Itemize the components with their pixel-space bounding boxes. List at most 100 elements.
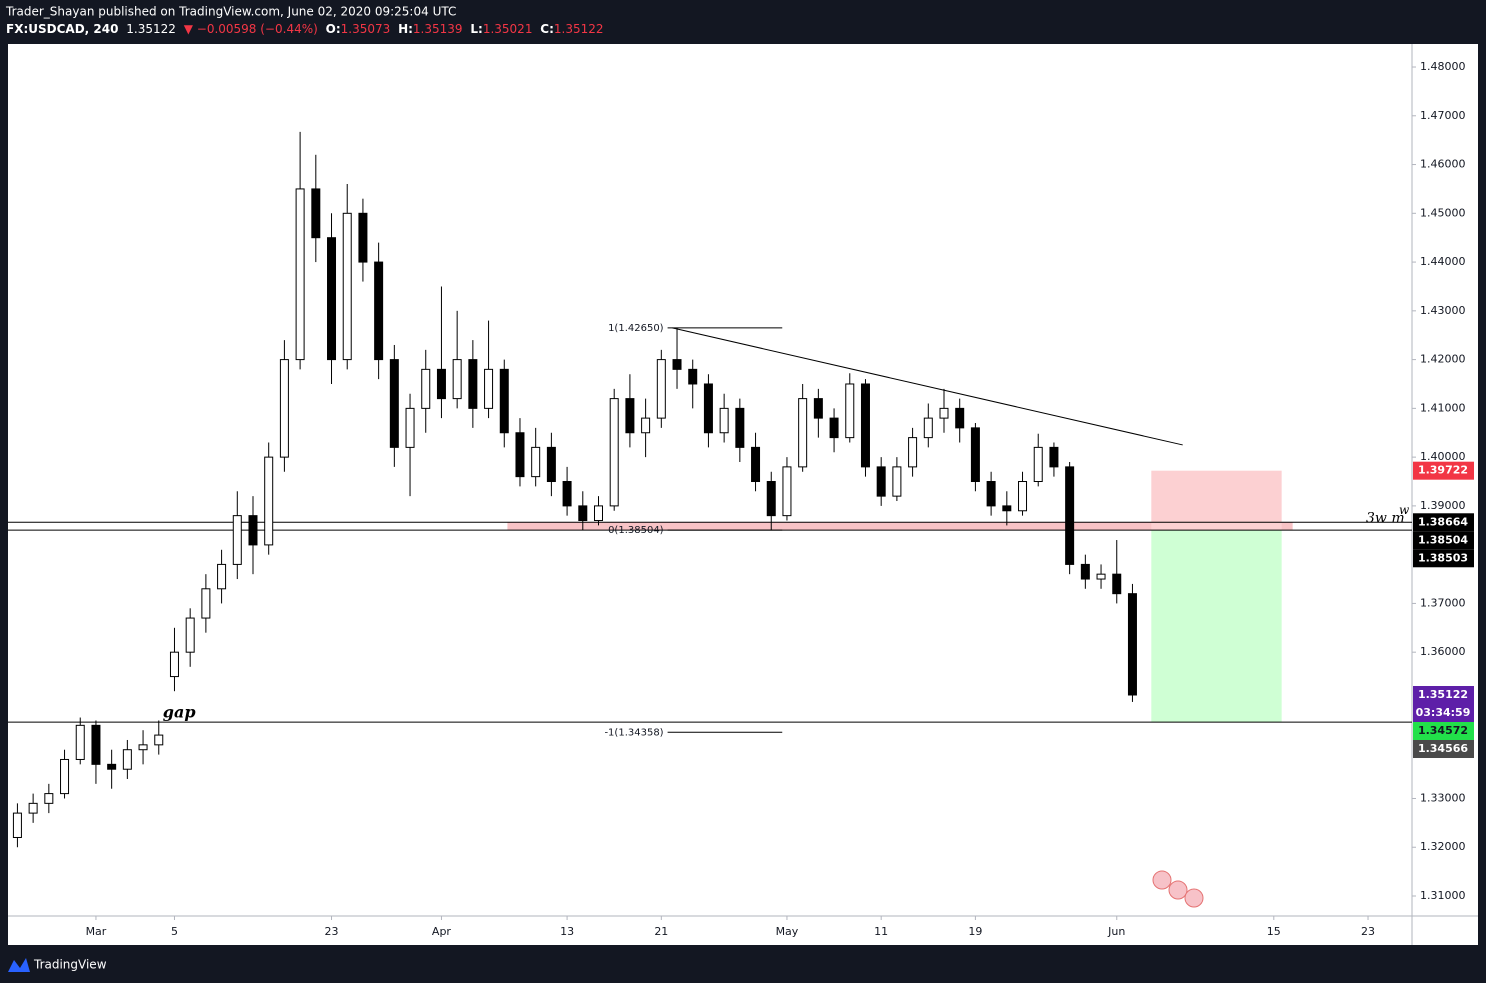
publish-info: Trader_Shayan published on TradingView.c… [5,5,456,19]
candle-body [923,417,933,439]
trendline [672,327,1183,446]
event-icon [1168,880,1188,900]
candle-body [122,749,132,770]
candle-body [986,481,996,507]
y-tick-label: 1.39000 [1420,499,1466,512]
ohlc-key: L: [470,22,482,36]
candle-body [1049,446,1059,468]
candle-body [578,505,588,522]
candle-body [374,261,384,361]
candle-body [421,368,431,409]
candle-body [232,515,242,565]
candle-body [248,515,258,546]
candle-body [798,398,808,468]
brand: TradingView [33,958,107,972]
ohlc-value: 1.35021 [483,22,533,36]
candle-body [452,359,462,400]
candle-body [75,724,85,760]
last-price: 1.35122 [126,22,176,36]
event-icon [1184,888,1204,908]
price-label-bg [1413,531,1474,550]
price-label: 1.39722 [1418,464,1468,477]
candle-body [405,407,415,448]
support-zone [507,522,1293,531]
price-label-bg [1413,461,1474,480]
ohlc-value: 1.35073 [341,22,391,36]
candle-body [91,724,101,765]
price-label-bg [1413,686,1474,705]
y-tick-label: 1.40000 [1420,450,1466,463]
y-tick-label: 1.33000 [1420,791,1466,804]
x-tick-label: Apr [432,925,452,938]
y-tick-label: 1.31000 [1420,889,1466,902]
y-tick-label: 1.36000 [1420,645,1466,658]
candle-body [1033,446,1043,483]
price-label: 1.38504 [1418,533,1468,546]
price-label-bg [1413,513,1474,532]
y-tick-label: 1.46000 [1420,158,1466,171]
price-label-bg [1413,722,1474,741]
candle-body [1002,505,1012,512]
candle-body [389,359,399,448]
symbol-line: FX:USDCAD, 240 1.35122 ▼ −0.00598 (−0.44… [6,22,604,36]
y-tick-label: 1.43000 [1420,304,1466,317]
candle-body [28,802,38,814]
candle-body [892,466,902,497]
candle-body [311,188,321,239]
x-tick-label: 15 [1267,925,1281,938]
price-label: 1.38503 [1418,551,1468,564]
candle-body [154,734,164,746]
y-tick-label: 1.47000 [1420,109,1466,122]
x-tick-label: 11 [874,925,888,938]
x-tick-label: 23 [325,925,339,938]
stop-area [1151,470,1282,531]
tradingview-logo[interactable]: TradingView [8,958,107,973]
candle-body [939,407,949,419]
candle-body [813,398,823,419]
candle-body [499,368,509,434]
event-icon [1152,870,1172,890]
candle-body [703,383,713,434]
y-tick-label: 1.42000 [1420,353,1466,366]
y-tick-label: 1.32000 [1420,840,1466,853]
annotation: w [1399,503,1410,517]
event-icons [1152,870,1204,908]
x-tick-label: Mar [86,925,107,938]
x-tick-label: May [776,925,799,938]
candle-body [970,427,980,483]
logo-icon [8,958,30,972]
candle-body [955,407,965,429]
candle-body [358,212,368,263]
y-tick-label: 1.37000 [1420,596,1466,609]
countdown-bg [1413,704,1474,723]
countdown: 03:34:59 [1416,706,1471,719]
candle-body [327,237,337,361]
candle-body [436,368,446,400]
x-tick-label: 23 [1361,925,1375,938]
change: ▼ −0.00598 (−0.44%) [184,22,318,36]
candle-body [641,417,651,434]
price-label-bg [1413,549,1474,568]
ohlc-key: C: [540,22,554,36]
candle-body [546,446,556,483]
candle-body [342,212,352,361]
candle-body [562,481,572,507]
x-tick-label: 5 [171,925,178,938]
candle-body [860,383,870,468]
price-label-bg [1413,740,1474,759]
candle-body [845,383,855,439]
candle-body [1065,466,1075,565]
candle-body [468,359,478,409]
candle-body [515,432,525,478]
candle-body [138,744,148,751]
candle-body [12,812,22,838]
x-tick-label: 13 [560,925,574,938]
candle-body [751,446,761,483]
candle-body [782,466,792,517]
candle-body [107,763,117,770]
x-tick-label: 21 [654,925,668,938]
candle-body [656,359,666,419]
price-label: 1.34566 [1418,742,1468,755]
candle-body [1080,563,1090,580]
